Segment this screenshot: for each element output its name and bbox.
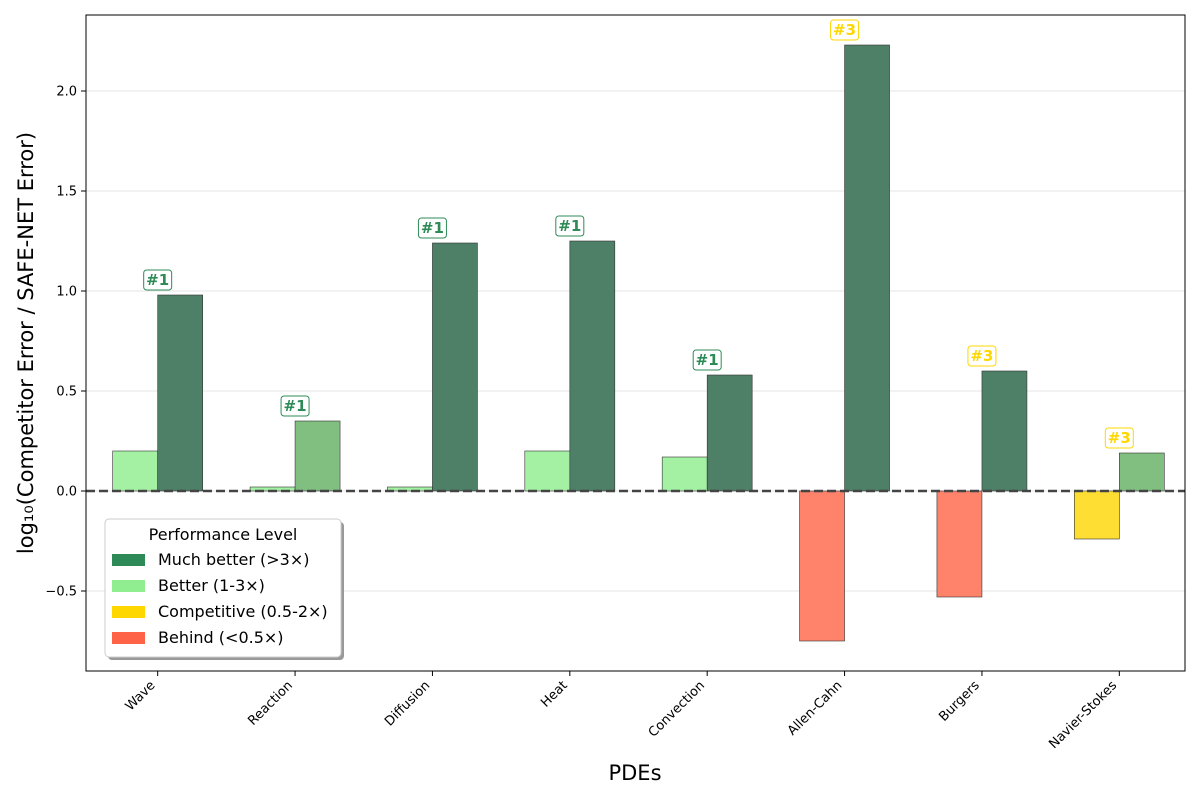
rank-label-box <box>555 215 585 237</box>
rank-label: #1 <box>143 269 173 291</box>
rank-label-text: #1 <box>558 217 581 235</box>
rank-label: #1 <box>417 217 447 239</box>
bar <box>1119 452 1165 492</box>
x-tick-label: Heat <box>538 678 570 710</box>
legend: Performance Level Much better (>3×) Better… <box>104 518 344 660</box>
rank-label: #3 <box>830 19 860 41</box>
bar <box>706 374 753 492</box>
rank-label-text: #3 <box>970 347 993 365</box>
legend-title: Performance Level <box>149 525 298 544</box>
bar <box>569 240 616 492</box>
grid-layer <box>86 90 1185 592</box>
x-tick-label: Allen-Cahn <box>785 678 846 739</box>
bar <box>157 294 203 492</box>
legend-item-label: Competitive (0.5-2×) <box>158 602 328 621</box>
y-tick-label: 0.5 <box>56 385 77 400</box>
bar <box>936 490 983 598</box>
legend-swatch <box>112 632 145 644</box>
y-axis: −0.5 0.0 0.5 1.0 1.5 2.0 <box>45 85 86 600</box>
rank-label-text: #1 <box>146 271 169 289</box>
x-tick-label: Navier-Stokes <box>1046 678 1120 752</box>
rank-label: #3 <box>967 345 997 367</box>
rank-label: #1 <box>280 395 310 417</box>
legend-item-label: Much better (>3×) <box>158 550 310 569</box>
bar <box>661 456 708 492</box>
rank-label: #1 <box>555 215 585 237</box>
y-tick-label: 2.0 <box>56 85 77 100</box>
legend-item-label: Behind (<0.5×) <box>158 628 284 647</box>
legend-box <box>104 518 342 658</box>
bar <box>112 450 158 492</box>
rank-label: #1 <box>692 349 722 371</box>
rank-label-box <box>280 395 310 417</box>
rank-label-text: #3 <box>833 21 856 39</box>
rank-label-box <box>830 19 860 41</box>
rank-label-box <box>692 349 722 371</box>
bar <box>844 44 890 492</box>
rank-label-text: #3 <box>1108 429 1131 447</box>
legend-swatch <box>112 606 145 618</box>
rank-label: #3 <box>1104 427 1134 449</box>
rank-label-text: #1 <box>696 351 719 369</box>
bar <box>294 420 341 492</box>
rank-label-box <box>417 217 447 239</box>
x-tick-label: Reaction <box>245 678 296 729</box>
rank-label-box <box>1104 427 1134 449</box>
bar <box>524 450 571 492</box>
rank-label-text: #1 <box>421 219 444 237</box>
rank-label-box <box>967 345 997 367</box>
x-axis-title: PDEs <box>608 761 661 785</box>
legend-swatch <box>112 580 145 592</box>
x-tick-label: Burgers <box>936 678 983 725</box>
y-tick-label: 1.5 <box>56 185 77 200</box>
y-tick-label: −0.5 <box>45 585 77 600</box>
y-tick-label: 0.0 <box>56 485 77 500</box>
y-tick-label: 1.0 <box>56 285 77 300</box>
bar <box>981 370 1028 492</box>
bars-layer <box>112 44 1165 642</box>
x-tick-label: Convection <box>646 678 708 740</box>
x-axis: Wave Reaction Diffusion Heat Convection Allen… <box>123 671 1120 752</box>
bar <box>432 242 478 492</box>
legend-item-label: Better (1-3×) <box>158 576 265 595</box>
x-tick-label: Wave <box>123 678 159 714</box>
plot-frame <box>85 14 1186 672</box>
rank-label-box <box>143 269 173 291</box>
bar <box>799 490 845 642</box>
x-tick-label: Diffusion <box>382 678 433 729</box>
legend-swatch <box>112 554 145 566</box>
rank-label-text: #1 <box>284 397 307 415</box>
bar <box>1074 490 1120 540</box>
rank-labels-layer: #1 #1 #1 #1 #1 #3 #3 #3 <box>143 19 1134 449</box>
y-axis-title: log₁₀(Competitor Error / SAFE-NET Error) <box>14 132 38 554</box>
